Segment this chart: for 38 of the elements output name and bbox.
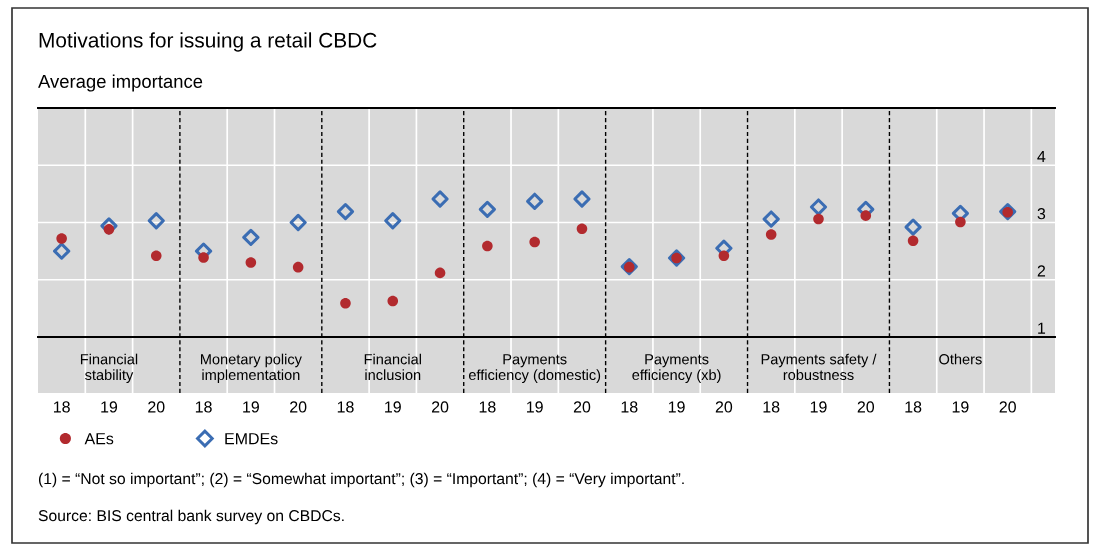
legend-label: EMDEs	[225, 433, 278, 445]
text: Monetary policy implementation	[201, 353, 302, 383]
text: Payments safety / robustness	[761, 353, 877, 381]
y-tick-label: 4	[1037, 150, 1046, 162]
x-tick-label: 19	[952, 401, 969, 413]
x-tick-label: 18	[479, 401, 496, 413]
x-tick-label: 18	[763, 401, 780, 413]
x-tick-label: 19	[668, 401, 685, 413]
x-tick-label: 20	[290, 401, 307, 413]
text: (1) = “Not so important”; (2) = “Somewhat important”; (3) = “Important”; (4) = “Very important”.	[38, 472, 684, 488]
x-tick-label: 20	[148, 401, 165, 413]
text: Others	[939, 353, 982, 365]
legend-label: AEs	[84, 433, 114, 445]
x-tick-label: 18	[195, 401, 212, 413]
x-tick-label: 19	[385, 401, 401, 413]
x-tick-label: 20	[431, 401, 449, 413]
y-tick-label: 1	[1038, 322, 1046, 334]
text: Financial inclusion	[364, 353, 421, 381]
x-tick-label: 18	[337, 401, 354, 413]
x-tick-label: 20	[715, 401, 733, 413]
x-tick-label: 20	[999, 401, 1016, 413]
x-tick-label: 20	[573, 401, 591, 413]
chart-title: Motivations for issuing a retail CBDC	[39, 32, 377, 52]
y-tick-label: 2	[1037, 265, 1046, 277]
x-tick-label: 19	[101, 401, 118, 413]
y-tick-label: 3	[1037, 208, 1046, 220]
source-note: Source: BIS central bank survey on CBDCs.	[38, 509, 344, 525]
x-tick-label: 20	[857, 401, 875, 413]
x-tick-label: 18	[905, 401, 922, 413]
chart-subtitle: Average importance	[38, 74, 203, 92]
x-tick-label: 19	[810, 401, 827, 413]
x-tick-label: 18	[53, 401, 70, 413]
text: Financial stability	[80, 353, 138, 383]
text: Payments efficiency (domestic)	[468, 354, 601, 383]
text: Payments efficiency (xb)	[632, 354, 721, 383]
x-tick-label: 19	[527, 401, 543, 413]
x-tick-label: 19	[243, 401, 259, 413]
x-tick-label: 18	[621, 401, 638, 413]
